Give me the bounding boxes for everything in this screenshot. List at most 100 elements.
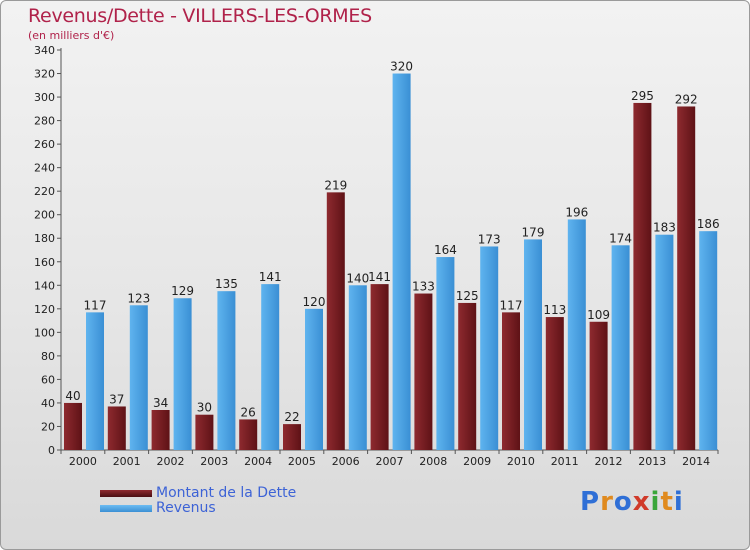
data-label-revenus: 173 [478, 232, 501, 246]
logo-letter: r [600, 487, 614, 517]
y-tick-label: 320 [34, 68, 55, 81]
y-tick-label: 140 [34, 279, 55, 292]
x-tick-label: 2009 [463, 455, 491, 468]
bar-dette [64, 402, 82, 450]
data-label-dette: 37 [109, 392, 124, 406]
bar-revenus [392, 73, 411, 450]
data-label-revenus: 140 [346, 271, 369, 285]
bar-dette [458, 302, 477, 450]
bar-dette [239, 419, 258, 450]
y-tick-label: 260 [34, 138, 55, 151]
bar-dette [107, 406, 126, 450]
y-tick-label: 300 [34, 91, 55, 104]
data-label-revenus: 179 [522, 225, 545, 239]
y-tick-label: 20 [41, 420, 55, 433]
bar-revenus [173, 298, 192, 450]
bar-revenus [348, 285, 367, 450]
x-tick-label: 2000 [69, 455, 97, 468]
legend-label-dette: Montant de la Dette [156, 485, 297, 501]
bar-dette [589, 321, 608, 450]
bar-dette [151, 410, 170, 450]
x-tick-label: 2001 [113, 455, 141, 468]
data-label-dette: 22 [284, 410, 299, 424]
logo-letter: i [650, 487, 661, 517]
data-label-revenus: 320 [390, 60, 413, 74]
y-tick-label: 40 [41, 397, 55, 410]
bar-dette [370, 284, 389, 450]
x-tick-label: 2011 [551, 455, 579, 468]
bar-dette [414, 293, 433, 450]
bar-revenus [261, 284, 280, 450]
bar-dette [677, 106, 696, 451]
data-label-revenus: 117 [84, 298, 107, 312]
data-label-dette: 34 [153, 396, 168, 410]
y-tick-label: 280 [34, 115, 55, 128]
data-label-dette: 295 [631, 89, 654, 103]
logo-letter: i [673, 487, 684, 517]
data-label-revenus: 164 [434, 243, 457, 257]
logo-letter: P [580, 487, 601, 517]
data-label-dette: 133 [412, 280, 435, 294]
data-label-dette: 109 [587, 308, 610, 322]
data-label-dette: 292 [675, 92, 698, 106]
bar-revenus [524, 239, 542, 450]
y-tick-label: 0 [48, 444, 55, 457]
x-tick-label: 2007 [376, 455, 404, 468]
x-tick-label: 2002 [157, 455, 185, 468]
logo-letter: t [660, 487, 674, 517]
bar-revenus [567, 219, 586, 450]
x-tick-label: 2013 [638, 455, 666, 468]
y-tick-label: 160 [34, 256, 55, 269]
data-label-revenus: 129 [171, 284, 194, 298]
data-label-dette: 40 [65, 389, 80, 403]
data-label-revenus: 196 [565, 205, 588, 219]
bar-revenus [655, 234, 674, 450]
y-tick-label: 60 [41, 373, 55, 386]
legend-label-revenus: Revenus [156, 500, 216, 516]
bar-revenus [217, 291, 236, 450]
x-tick-label: 2008 [419, 455, 447, 468]
chart-title: Revenus/Dette - VILLERS-LES-ORMES [28, 5, 372, 27]
data-label-revenus: 174 [609, 231, 632, 245]
y-tick-label: 100 [34, 326, 55, 339]
data-label-revenus: 186 [697, 217, 720, 231]
bar-revenus [86, 312, 104, 450]
bar-dette [545, 317, 564, 450]
bar-dette [195, 414, 214, 450]
y-tick-label: 80 [41, 350, 55, 363]
legend-swatch-revenus [100, 505, 152, 512]
bar-revenus [305, 308, 323, 450]
data-label-dette: 113 [543, 303, 566, 317]
x-tick-label: 2006 [332, 455, 360, 468]
x-tick-label: 2004 [244, 455, 272, 468]
bar-dette [502, 312, 520, 450]
y-tick-label: 340 [34, 44, 55, 57]
bar-dette [326, 192, 345, 450]
data-label-revenus: 135 [215, 277, 238, 291]
data-label-dette: 117 [500, 298, 523, 312]
data-label-dette: 125 [456, 289, 479, 303]
x-tick-label: 2003 [200, 455, 228, 468]
y-tick-label: 120 [34, 303, 55, 316]
bar-dette [283, 424, 301, 450]
data-label-revenus: 183 [653, 221, 676, 235]
bar-revenus [480, 246, 499, 450]
chart-subtitle: (en milliers d'€) [28, 29, 115, 42]
data-label-dette: 30 [197, 401, 212, 415]
data-label-revenus: 141 [259, 270, 282, 284]
y-tick-label: 180 [34, 232, 55, 245]
x-tick-label: 2012 [595, 455, 623, 468]
data-label-revenus: 123 [127, 291, 150, 305]
y-tick-label: 220 [34, 185, 55, 198]
x-tick-label: 2014 [682, 455, 710, 468]
x-tick-label: 2005 [288, 455, 316, 468]
bar-revenus [611, 245, 630, 450]
y-tick-label: 200 [34, 209, 55, 222]
data-label-dette: 26 [241, 405, 256, 419]
bar-revenus [699, 231, 718, 450]
legend-swatch-dette [100, 490, 152, 497]
y-tick-label: 240 [34, 162, 55, 175]
data-label-dette: 141 [368, 270, 391, 284]
proxiti-logo: Proxiti [580, 487, 684, 517]
